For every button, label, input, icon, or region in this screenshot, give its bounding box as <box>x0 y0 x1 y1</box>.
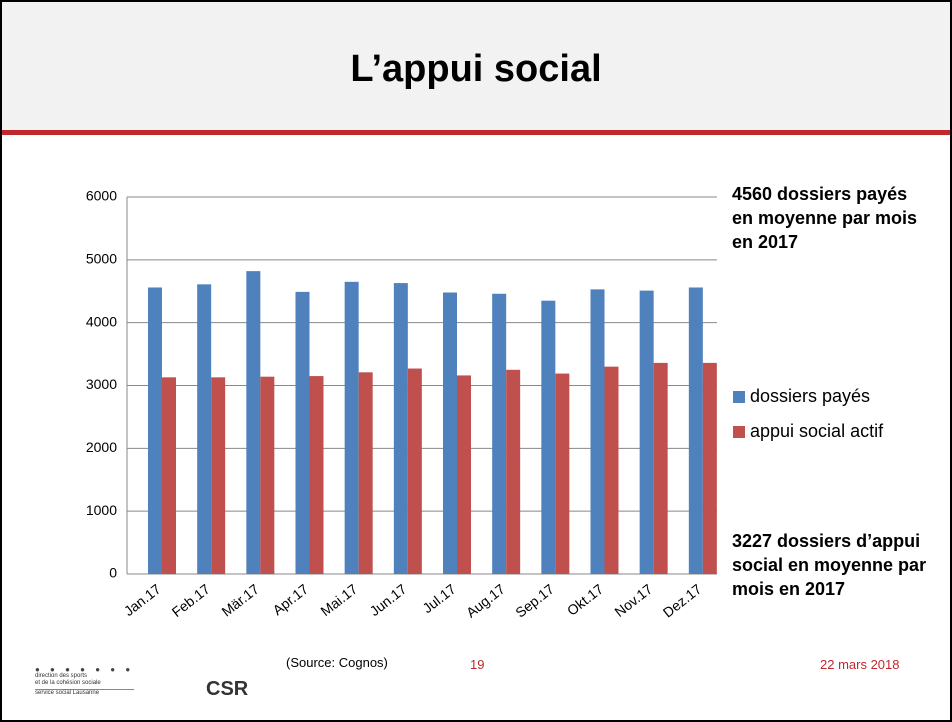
header <box>2 2 950 135</box>
y-tick-label: 5000 <box>86 251 117 267</box>
y-tick-label: 1000 <box>86 502 117 518</box>
slide-title: L’appui social <box>350 48 602 90</box>
bar <box>246 271 261 574</box>
x-tick-label: Okt.17 <box>564 581 607 619</box>
date: 22 mars 2018 <box>820 657 900 672</box>
legend-label: appui social actif <box>750 421 884 441</box>
y-tick-label: 0 <box>109 565 117 581</box>
bar <box>197 284 212 574</box>
x-tick-label: Aug.17 <box>463 581 508 621</box>
y-tick-label: 3000 <box>86 376 117 392</box>
y-tick-label: 2000 <box>86 439 117 455</box>
bar <box>688 287 703 574</box>
bar <box>604 366 619 574</box>
logo-text: direction des sports <box>35 673 88 679</box>
bar <box>407 368 422 574</box>
x-tick-label: Sep.17 <box>512 581 557 621</box>
legend-swatch <box>733 425 745 438</box>
bar <box>702 362 717 574</box>
bar <box>457 375 471 574</box>
bar <box>639 290 654 574</box>
bar <box>309 376 324 574</box>
logo-text: service social Lausanne <box>35 689 135 697</box>
bar <box>506 369 521 574</box>
bar <box>492 293 507 574</box>
page-number: 19 <box>470 657 485 672</box>
x-tick-label: Mär.17 <box>218 581 262 620</box>
source: (Source: Cognos) <box>286 655 388 670</box>
annotation: 4560 dossiers payés en moyenne par mois … <box>732 184 918 252</box>
legend-swatch <box>733 390 745 403</box>
bar <box>541 300 556 574</box>
bar <box>590 289 605 574</box>
bar <box>295 291 310 574</box>
legend-entry: dossiers payés <box>733 386 870 407</box>
bar <box>211 377 226 574</box>
legend-entry: appui social actif <box>733 421 883 442</box>
x-tick-label: Mai.17 <box>317 581 360 620</box>
logo-text: et de la cohésion sociale <box>35 680 101 686</box>
legend-label: dossiers payés <box>750 386 871 406</box>
x-tick-label: Nov.17 <box>611 581 655 620</box>
x-tick-label: Jan.17 <box>121 581 164 620</box>
x-tick-label: Jun.17 <box>367 581 410 620</box>
bar <box>260 376 275 574</box>
x-tick-label: Dez.17 <box>660 581 705 621</box>
logo-csr: CSR <box>206 678 249 700</box>
bar <box>443 292 457 574</box>
bar <box>393 283 408 574</box>
bar <box>358 372 373 574</box>
x-tick-label: Apr.17 <box>269 581 311 619</box>
bar <box>162 377 176 574</box>
logo: ● ● ● ● ● ● ● direction des sports et de… <box>35 665 135 697</box>
bar <box>148 287 162 574</box>
x-tick-label: Jul.17 <box>419 581 458 617</box>
bar <box>555 373 570 574</box>
chart: 0 1000 2000 3000 4000 5000 6000 Jan.17 Feb.17 Mär… <box>86 188 717 621</box>
bar <box>344 281 359 574</box>
bar <box>653 362 668 574</box>
y-tick-label: 4000 <box>86 313 117 329</box>
annotation: 3227 dossiers d’appui social en moyenne … <box>732 531 927 599</box>
y-tick-label: 6000 <box>86 188 117 204</box>
x-tick-label: Feb.17 <box>169 581 213 621</box>
